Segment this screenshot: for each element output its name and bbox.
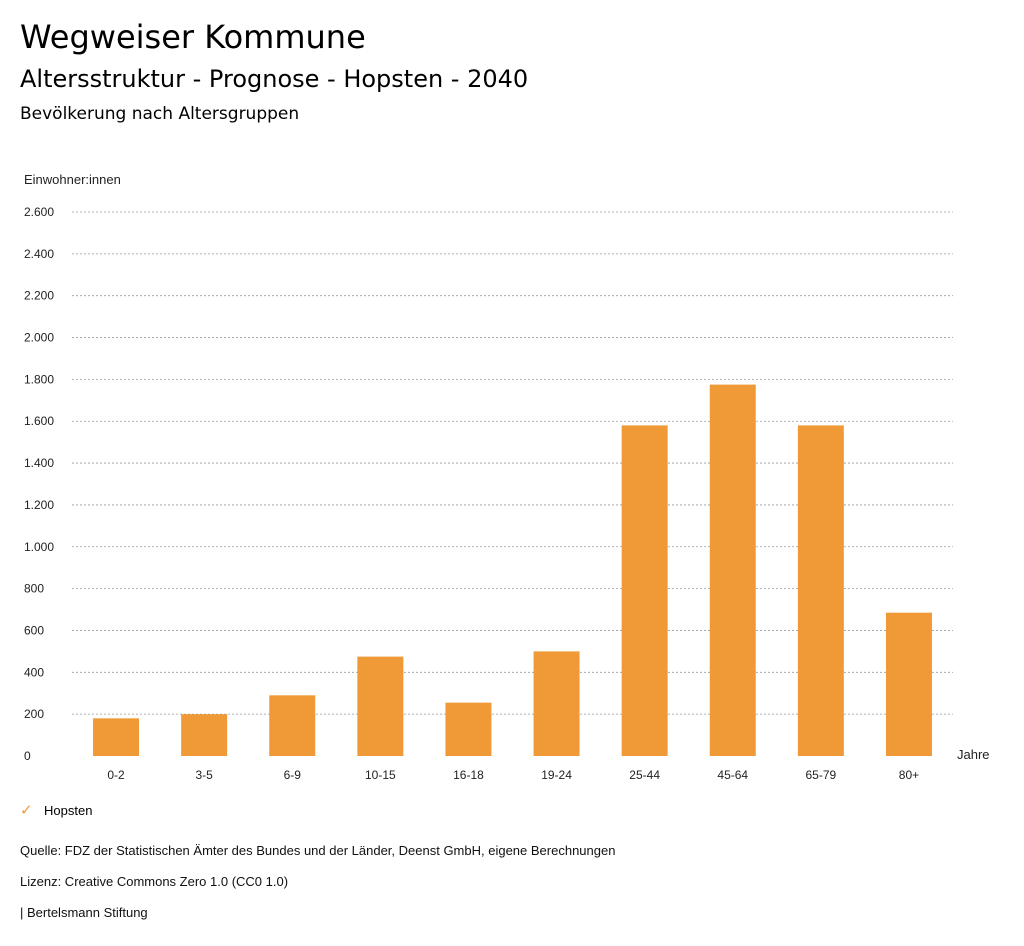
y-axis-label: Einwohner:innen [24,172,121,187]
brand-title: Wegweiser Kommune [20,18,366,56]
bar-0-2[interactable] [93,718,140,756]
y-tick-label: 1.400 [24,456,54,470]
x-tick-label: 80+ [899,768,919,782]
checkmark-icon: ✓ [20,802,33,819]
y-tick-label: 2.000 [24,331,54,345]
bar-25-44[interactable] [621,425,668,756]
license-note: Lizenz: Creative Commons Zero 1.0 (CC0 1… [20,874,289,889]
y-tick-label: 1.800 [24,372,54,386]
bar-6-9[interactable] [269,695,316,756]
publisher-note: | Bertelsmann Stiftung [20,905,148,920]
y-tick-label: 1.600 [24,414,54,428]
x-axis-label: Jahre [957,747,990,762]
y-tick-label: 400 [24,665,44,679]
y-tick-label: 2.200 [24,289,54,303]
bar-80+[interactable] [885,612,932,756]
grid-lines [72,211,953,715]
bar-45-64[interactable] [709,384,756,756]
bar-16-18[interactable] [445,702,492,756]
y-tick-label: 800 [24,582,44,596]
page-subtitle: Altersstruktur - Prognose - Hopsten - 20… [20,65,529,93]
x-tick-label: 0-2 [107,768,125,782]
bar-10-15[interactable] [357,656,404,756]
y-tick-label: 2.400 [24,247,54,261]
legend-item-hopsten[interactable]: ✓ Hopsten [20,803,92,818]
bars [93,384,932,756]
x-tick-label: 3-5 [195,768,213,782]
y-tick-labels: 0 200 400 600 800 1.000 1.200 1.400 1.600 1.800 2.… [24,205,54,763]
bar-3-5[interactable] [181,714,228,756]
x-tick-label: 65-79 [805,768,836,782]
x-tick-label: 10-15 [365,768,396,782]
y-tick-label: 200 [24,707,44,721]
legend-label: Hopsten [44,803,93,818]
x-tick-label: 45-64 [717,768,748,782]
source-note: Quelle: FDZ der Statistischen Ämter des … [20,843,616,858]
bar-chart: Einwohner:innen 0 200 400 600 800 1.000 1.200 1… [24,172,990,782]
bar-19-24[interactable] [533,651,580,756]
y-tick-label: 0 [24,749,31,763]
y-tick-label: 600 [24,623,44,637]
x-tick-labels: 0-2 3-5 6-9 10-15 16-18 19-24 25-44 45-64 65-79 8… [107,768,919,782]
x-tick-label: 25-44 [629,768,660,782]
x-tick-label: 16-18 [453,768,484,782]
x-tick-label: 19-24 [541,768,572,782]
y-tick-label: 2.600 [24,205,54,219]
y-tick-label: 1.000 [24,540,54,554]
chart-title: Bevölkerung nach Altersgruppen [20,104,300,124]
x-tick-label: 6-9 [284,768,302,782]
y-tick-label: 1.200 [24,498,54,512]
bar-65-79[interactable] [797,425,844,756]
